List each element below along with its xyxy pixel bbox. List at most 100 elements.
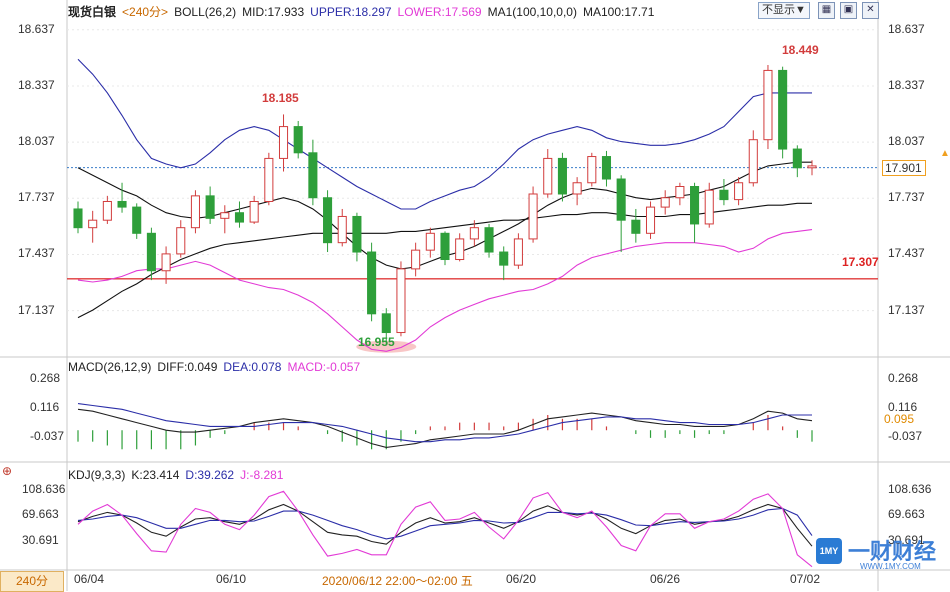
candle (763, 69, 773, 141)
annotation-low: 16.955 (358, 335, 395, 349)
price-axis-label-right: 17.437 (888, 246, 925, 261)
candle (249, 200, 259, 223)
candle (734, 182, 744, 201)
macd-value: MACD:-0.057 (287, 360, 361, 374)
candle (205, 195, 215, 219)
candle (352, 215, 362, 253)
candle (411, 249, 421, 270)
candle (660, 197, 670, 208)
current-price-badge: 17.901 (882, 160, 926, 176)
candle (234, 212, 245, 223)
macd-current-value: 0.095 (884, 412, 915, 426)
watermark-url: WWW.1MY.COM (860, 562, 921, 571)
kdj-k: K:23.414 (131, 468, 180, 482)
macd-axis-label-right: -0.037 (888, 429, 923, 444)
price-axis-label-right: 18.037 (888, 134, 925, 149)
candle (631, 219, 641, 234)
candle (102, 200, 112, 221)
price-axis-label-right: 18.637 (888, 21, 925, 36)
zoom-in-icon[interactable]: ▦ (818, 2, 835, 19)
close-icon[interactable]: ✕ (862, 2, 879, 19)
ma100-value: MA100:17.71 (582, 5, 655, 19)
price-axis-label-left: 17.137 (18, 302, 55, 317)
macd-header: MACD(26,12,9) DIFF:0.049 DEA:0.078 MACD:-0.… (68, 360, 366, 374)
macd-diff: DIFF:0.049 (157, 360, 218, 374)
macd-diff-line (77, 408, 813, 448)
kdj-header: KDJ(9,3,3) K:23.414 D:39.262 J:-8.281 (68, 468, 289, 482)
x-label-0604: 06/04 (74, 572, 105, 586)
logo-icon: 1MY (816, 538, 842, 564)
candle (190, 195, 200, 229)
crosshair-icon[interactable]: ⊕ (2, 464, 13, 478)
candle (748, 139, 758, 184)
period-selector[interactable]: <240分> (122, 5, 169, 19)
macd-label: MACD(26,12,9) (68, 360, 152, 374)
candle (778, 69, 788, 150)
x-label-0626: 06/26 (650, 572, 681, 586)
instrument-title: 现货白银 (68, 5, 117, 19)
price-axis-label-right: 18.337 (888, 77, 925, 92)
price-marker-icon: ▲ (940, 148, 950, 159)
ma-label: MA1(100,10,0,0) (487, 5, 577, 19)
cursor-time-label: 2020/06/12 22:00～02:00 五 (322, 574, 473, 588)
watermark-text: 一财财经 (848, 539, 937, 564)
price-axis-label-left: 18.037 (18, 134, 55, 149)
price-axis-label-left: 18.637 (18, 21, 55, 36)
kdj-axis-label-right: 30.691 (888, 533, 925, 548)
kdj-j: J:-8.281 (240, 468, 284, 482)
x-label-0702: 07/02 (790, 572, 821, 586)
candle (425, 232, 435, 251)
candle (73, 208, 83, 229)
hide-dropdown[interactable]: 不显示▼ (758, 2, 810, 19)
candle (543, 157, 553, 195)
candle (440, 232, 450, 261)
kdj-axis-label-left: 30.691 (22, 533, 59, 548)
boll-lower: LOWER:17.569 (397, 5, 482, 19)
price-axis-label-left: 18.337 (18, 77, 55, 92)
macd-axis-label-left: 0.116 (30, 400, 60, 415)
kdj-axis-label-right: 69.663 (888, 507, 925, 522)
macd-dea: DEA:0.078 (223, 360, 282, 374)
kdj-d: D:39.262 (185, 468, 235, 482)
candle (645, 206, 656, 234)
candle (455, 238, 465, 261)
candle (484, 227, 494, 253)
candle (132, 206, 142, 234)
candle (220, 212, 230, 219)
macd-dea-line (77, 403, 812, 443)
kdj-axis-label-left: 108.636 (22, 481, 66, 496)
price-axis-label-right: 17.737 (888, 190, 925, 205)
candle (88, 219, 98, 229)
candle (499, 251, 509, 266)
candle (146, 232, 156, 272)
candle (704, 189, 714, 225)
price-axis-label-right: 17.137 (888, 302, 925, 317)
candle (396, 268, 406, 334)
candle (337, 215, 347, 244)
x-label-0620: 06/20 (506, 572, 537, 586)
candle (528, 193, 538, 240)
candle (513, 238, 523, 266)
candle (572, 182, 582, 195)
macd-axis-label-right: 0.116 (888, 400, 918, 415)
main-header: 现货白银 <240分> BOLL(26,2) MID:17.933 UPPER:18.2… (68, 3, 660, 20)
candle (278, 126, 289, 159)
kdj-axis-label-left: 69.663 (22, 507, 59, 522)
kdj-axis-label-right: 108.636 (888, 481, 932, 496)
kdj-j-line (77, 490, 813, 568)
candle (293, 126, 303, 154)
candle (792, 148, 802, 169)
annotation-high1: 18.185 (262, 91, 299, 105)
grid-icon[interactable]: ▣ (840, 2, 857, 19)
period-button[interactable]: 240分 (0, 571, 64, 592)
macd-axis-label-right: 0.268 (888, 371, 919, 386)
candle (117, 200, 127, 208)
candle (469, 227, 479, 240)
candle (176, 227, 186, 255)
candle (675, 186, 685, 199)
candle (264, 157, 274, 202)
price-axis-label-left: 17.437 (18, 246, 55, 261)
boll-label: BOLL(26,2) (174, 5, 237, 19)
price-axis-label-left: 17.737 (18, 190, 55, 205)
